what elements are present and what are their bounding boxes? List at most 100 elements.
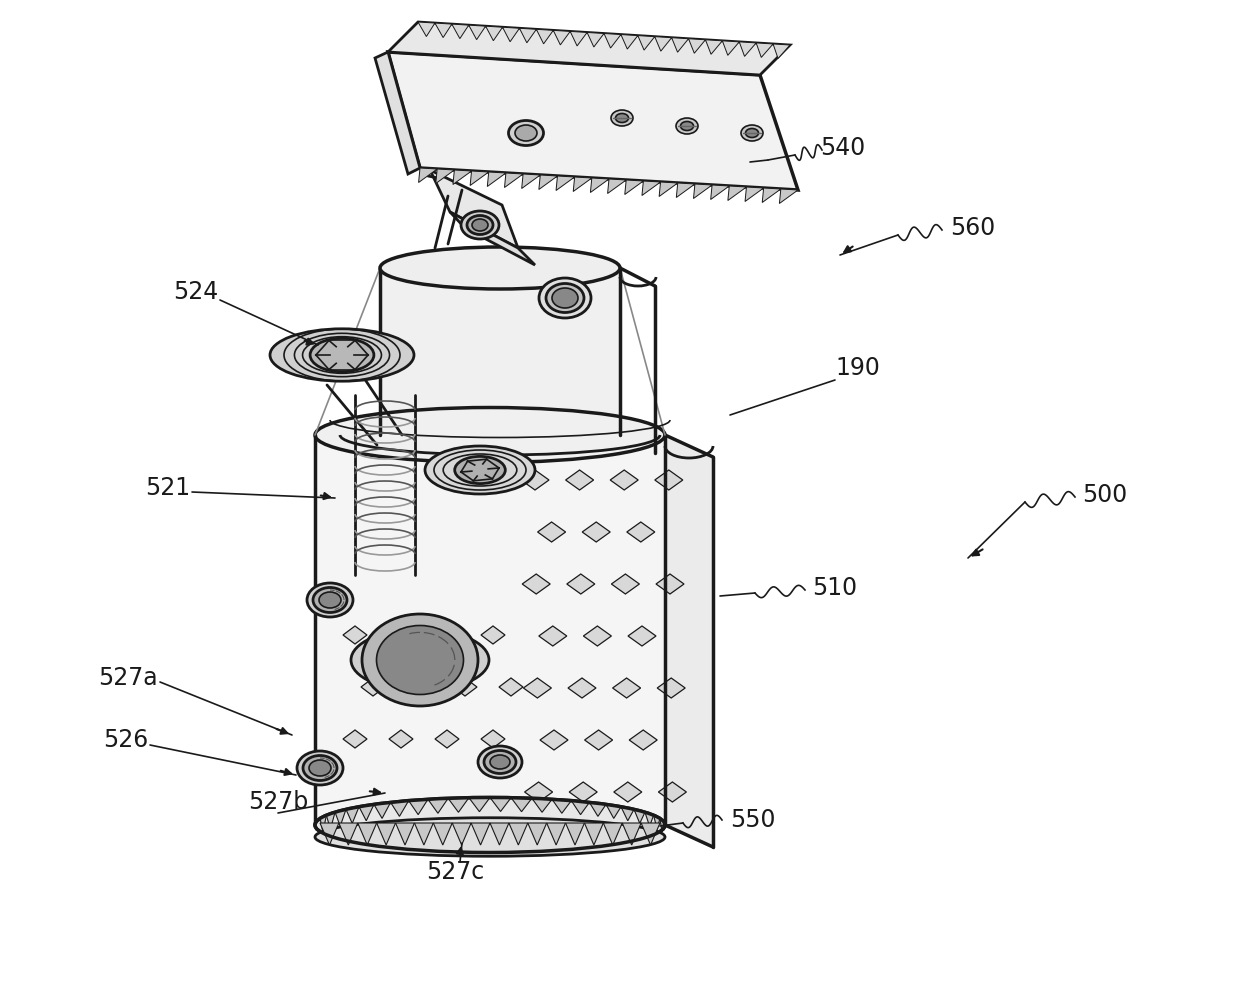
Polygon shape <box>773 44 790 58</box>
Polygon shape <box>469 798 490 812</box>
Polygon shape <box>583 626 611 646</box>
Polygon shape <box>539 626 567 646</box>
Polygon shape <box>451 24 469 39</box>
Text: 190: 190 <box>835 356 880 380</box>
Ellipse shape <box>611 110 632 126</box>
Polygon shape <box>539 175 558 189</box>
Polygon shape <box>626 522 655 542</box>
Text: 526: 526 <box>103 728 148 752</box>
Polygon shape <box>448 798 469 812</box>
Polygon shape <box>414 823 433 845</box>
Ellipse shape <box>539 278 591 318</box>
Polygon shape <box>453 678 477 696</box>
Polygon shape <box>660 819 663 833</box>
Polygon shape <box>739 42 756 56</box>
Polygon shape <box>693 184 712 198</box>
Polygon shape <box>522 174 541 188</box>
Polygon shape <box>611 574 640 594</box>
Text: 527b: 527b <box>248 790 308 814</box>
Polygon shape <box>641 823 660 845</box>
Polygon shape <box>326 812 335 829</box>
Polygon shape <box>428 799 448 813</box>
Polygon shape <box>430 170 518 248</box>
Polygon shape <box>763 188 781 202</box>
Polygon shape <box>676 183 694 197</box>
Polygon shape <box>538 522 565 542</box>
Polygon shape <box>583 522 610 542</box>
Ellipse shape <box>315 818 665 856</box>
Ellipse shape <box>477 746 522 778</box>
Polygon shape <box>450 212 534 265</box>
Ellipse shape <box>490 755 510 769</box>
Polygon shape <box>523 678 552 698</box>
Polygon shape <box>320 815 326 833</box>
Polygon shape <box>335 810 346 826</box>
Polygon shape <box>435 23 451 38</box>
Polygon shape <box>656 574 684 594</box>
Polygon shape <box>565 470 594 490</box>
Polygon shape <box>728 186 746 200</box>
Polygon shape <box>521 470 549 490</box>
Polygon shape <box>642 181 661 195</box>
Ellipse shape <box>461 211 498 239</box>
Ellipse shape <box>309 760 331 776</box>
Polygon shape <box>418 22 435 36</box>
Polygon shape <box>522 574 551 594</box>
Polygon shape <box>486 26 502 41</box>
Polygon shape <box>389 730 413 748</box>
Polygon shape <box>584 730 613 750</box>
Polygon shape <box>490 798 511 812</box>
Polygon shape <box>388 22 790 75</box>
Ellipse shape <box>455 456 506 483</box>
Polygon shape <box>377 823 396 845</box>
Polygon shape <box>453 170 471 184</box>
Polygon shape <box>481 730 505 748</box>
Polygon shape <box>409 799 428 815</box>
Ellipse shape <box>484 751 516 774</box>
Polygon shape <box>688 39 706 53</box>
Ellipse shape <box>681 121 693 130</box>
Polygon shape <box>435 626 459 644</box>
Polygon shape <box>780 189 799 203</box>
Polygon shape <box>490 823 508 845</box>
Ellipse shape <box>745 128 759 137</box>
Ellipse shape <box>315 407 665 462</box>
Polygon shape <box>320 823 339 845</box>
Ellipse shape <box>315 798 665 853</box>
Polygon shape <box>556 176 574 190</box>
Ellipse shape <box>377 626 464 695</box>
Polygon shape <box>343 626 367 644</box>
Polygon shape <box>660 182 678 196</box>
Polygon shape <box>584 823 604 845</box>
Polygon shape <box>525 782 553 802</box>
Polygon shape <box>433 823 453 845</box>
Ellipse shape <box>552 288 578 308</box>
Polygon shape <box>508 823 528 845</box>
Polygon shape <box>315 435 665 825</box>
Ellipse shape <box>303 756 337 781</box>
Polygon shape <box>389 626 413 644</box>
Polygon shape <box>532 799 552 812</box>
Polygon shape <box>621 807 634 821</box>
Polygon shape <box>570 31 587 46</box>
Polygon shape <box>604 33 621 48</box>
Polygon shape <box>502 27 520 42</box>
Text: 524: 524 <box>172 280 218 304</box>
Polygon shape <box>606 805 621 819</box>
Text: 560: 560 <box>950 216 996 240</box>
Polygon shape <box>361 678 384 696</box>
Ellipse shape <box>472 219 489 231</box>
Text: 550: 550 <box>730 808 775 832</box>
Polygon shape <box>634 810 645 824</box>
Polygon shape <box>374 52 420 174</box>
Polygon shape <box>388 52 799 190</box>
Polygon shape <box>481 626 505 644</box>
Polygon shape <box>391 801 409 817</box>
Polygon shape <box>374 803 391 819</box>
Polygon shape <box>613 678 641 698</box>
Polygon shape <box>614 782 642 802</box>
Polygon shape <box>587 32 604 47</box>
Polygon shape <box>528 823 547 845</box>
Polygon shape <box>343 730 367 748</box>
Polygon shape <box>547 823 565 845</box>
